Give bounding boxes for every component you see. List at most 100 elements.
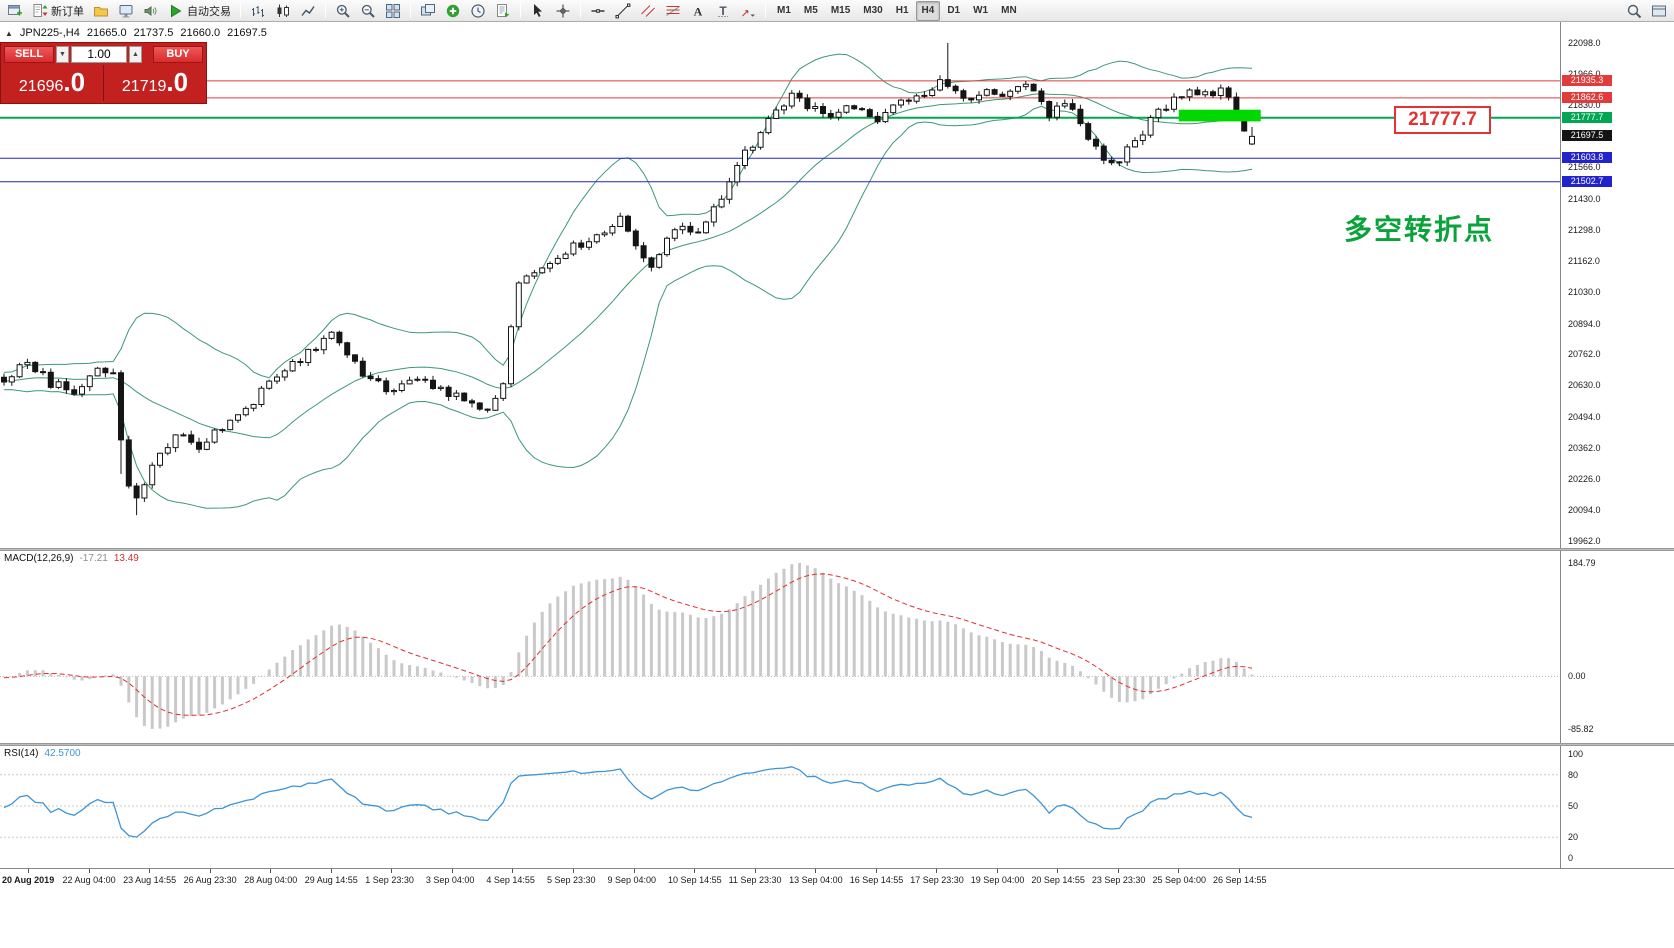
search-button[interactable] — [1622, 1, 1646, 21]
time-label: 11 Sep 23:30 — [728, 875, 782, 885]
time-tick — [209, 869, 211, 873]
volume-increase-button[interactable]: ▲ — [129, 45, 142, 63]
macd-axis-label: 184.79 — [1568, 558, 1596, 568]
text-label-button[interactable]: T — [711, 1, 735, 21]
time-label: 3 Sep 04:00 — [425, 875, 475, 885]
fibonacci-button[interactable] — [661, 1, 685, 21]
macd-axis[interactable]: 184.79 0.00 -85.82 — [1561, 551, 1674, 743]
time-label: 20 Sep 14:55 — [1031, 875, 1085, 885]
price-axis[interactable]: 22098.021966.021830.021698.021566.021430… — [1561, 22, 1674, 548]
shapes-button[interactable] — [736, 1, 760, 21]
ohlc-high: 21737.5 — [133, 27, 174, 39]
price-tick: 20362.0 — [1568, 442, 1601, 453]
timeframe-m15[interactable]: M15 — [830, 5, 851, 16]
horizontal-line-button[interactable] — [586, 1, 610, 21]
time-label: 13 Sep 04:00 — [789, 875, 843, 885]
zoom-in-button[interactable] — [331, 1, 355, 21]
timeframe-m5[interactable]: M5 — [803, 5, 818, 16]
time-label: 20 Aug 2019 — [2, 875, 55, 885]
trendline-button[interactable] — [611, 1, 635, 21]
ohlc-open: 21665.0 — [86, 27, 127, 39]
time-axis[interactable]: 20 Aug 2019 22 Aug 04:00 23 Aug 14:55 26 Au… — [0, 868, 1674, 948]
timeframe-w1[interactable]: W1 — [973, 5, 989, 16]
indicators-button[interactable] — [441, 1, 465, 21]
price-callout-label[interactable]: 21777.7 — [1394, 106, 1491, 134]
profiles-button[interactable] — [89, 1, 113, 21]
crosshair-icon — [556, 4, 570, 17]
rsi-canvas[interactable] — [0, 746, 1560, 868]
volume-input[interactable] — [71, 45, 127, 63]
period-button[interactable] — [466, 1, 490, 21]
macd-panel: MACD(12,26,9) -17.21 13.49 184.79 0.00 -85… — [0, 551, 1674, 743]
toolbar-separator — [765, 3, 766, 18]
templates-button[interactable] — [491, 1, 515, 21]
terminal-button[interactable] — [3, 1, 27, 21]
macd-canvas[interactable] — [0, 551, 1560, 743]
price-badge: 21777.7 — [1562, 111, 1612, 123]
text-button[interactable]: A — [686, 1, 710, 21]
time-label: 9 Sep 04:00 — [607, 875, 657, 885]
ohlc-low: 21660.0 — [180, 27, 221, 39]
bullish-candles — [8, 79, 1255, 499]
rsi-panel: RSI(14) 42.5700 100 80 50 20 0 — [0, 746, 1674, 868]
timeframe-h4[interactable]: H4 — [915, 0, 941, 21]
time-tick — [1117, 869, 1119, 873]
sell-price[interactable]: 21696.0 — [1, 65, 104, 101]
buy-button[interactable]: BUY — [153, 45, 203, 63]
cursor-button[interactable] — [526, 1, 550, 21]
bearish-candles — [1, 79, 1248, 499]
toolbox-button[interactable] — [1647, 1, 1671, 21]
time-label: 5 Sep 23:30 — [546, 875, 596, 885]
clock-icon — [471, 3, 485, 18]
timeframe-h1[interactable]: H1 — [895, 5, 909, 16]
price-tick: 21830.0 — [1568, 100, 1601, 111]
panel-divider[interactable] — [0, 743, 1674, 746]
rsi-axis-label: 80 — [1568, 769, 1579, 780]
price-badge: 21603.8 — [1562, 152, 1612, 164]
time-label: 28 Aug 04:00 — [244, 875, 298, 885]
highlight-rectangle[interactable] — [1178, 109, 1261, 122]
symbol-period: JPN225-,H4 — [19, 27, 80, 39]
price-chart-panel: ▲ JPN225-,H4 21665.0 21737.5 21660.0 216… — [0, 22, 1674, 548]
toolbar-separator — [240, 3, 241, 18]
channel-button[interactable] — [636, 1, 660, 21]
price-chart-canvas[interactable] — [0, 22, 1560, 548]
turning-point-annotation[interactable]: 多空转折点 — [1344, 214, 1495, 245]
new-order-button[interactable]: 新订单 — [28, 1, 88, 21]
zoom-out-button[interactable] — [356, 1, 380, 21]
timeframe-m1[interactable]: M1 — [777, 5, 791, 16]
volume-decrease-button[interactable]: ▼ — [56, 45, 69, 63]
time-tick — [149, 869, 151, 873]
time-tick — [936, 869, 938, 873]
market-watch-button[interactable] — [139, 1, 163, 21]
line-chart-button[interactable] — [296, 1, 320, 21]
time-tick — [391, 869, 393, 873]
candlestick-chart-button[interactable] — [271, 1, 295, 21]
macd-signal-value: 13.49 — [113, 553, 139, 564]
buy-price[interactable]: 21719.0 — [104, 65, 206, 101]
tile-windows-button[interactable] — [381, 1, 405, 21]
price-tick: 20494.0 — [1568, 411, 1601, 422]
bar-chart-button[interactable] — [246, 1, 270, 21]
data-window-button[interactable] — [114, 1, 138, 21]
panel-divider[interactable] — [0, 548, 1674, 551]
time-label: 26 Sep 14:55 — [1213, 875, 1267, 885]
cascade-windows-button[interactable] — [416, 1, 440, 21]
toolbar-separator — [520, 3, 521, 18]
buy-price-big-digit: .0 — [166, 67, 189, 97]
trade-panel-prices: 21696.0 21719.0 — [1, 65, 206, 101]
crosshair-button[interactable] — [551, 1, 575, 21]
price-badge: 21502.7 — [1562, 175, 1612, 187]
rsi-axis[interactable]: 100 80 50 20 0 — [1561, 746, 1674, 868]
time-label: 23 Sep 23:30 — [1091, 875, 1146, 885]
autotrading-button[interactable]: 自动交易 — [164, 1, 235, 21]
price-axis-border — [1560, 551, 1561, 743]
toolbox-icon — [1652, 5, 1666, 16]
timeframe-mn[interactable]: MN — [1001, 5, 1017, 16]
timeframe-m30[interactable]: M30 — [863, 5, 883, 16]
timeframe-d1[interactable]: D1 — [947, 5, 961, 16]
sell-button[interactable]: SELL — [4, 45, 54, 63]
time-tick — [512, 869, 514, 873]
rsi-label: RSI(14) 42.5700 — [4, 748, 81, 759]
price-tick: 21430.0 — [1568, 193, 1601, 204]
